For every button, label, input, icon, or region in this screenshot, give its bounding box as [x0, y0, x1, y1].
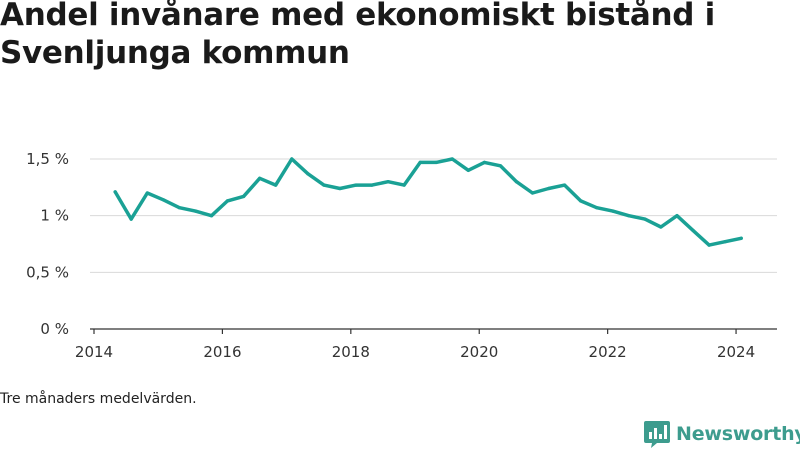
data-point: [306, 172, 310, 176]
data-point: [354, 183, 358, 187]
data-point: [498, 164, 502, 168]
brand-logo[interactable]: Newsworthy: [644, 420, 800, 448]
y-tick-label: 0 %: [40, 320, 69, 338]
data-point: [739, 236, 743, 240]
series-layer: [113, 157, 743, 247]
line-chart: 2014 2016 2018 2020 2022 2024 0 % 0,5 % 1 % 1,5 …: [26, 150, 777, 361]
x-axis: [90, 328, 777, 334]
data-point: [466, 168, 470, 172]
x-tick-label: 2020: [460, 343, 498, 361]
x-tick-label: 2022: [589, 343, 627, 361]
data-point: [258, 176, 262, 180]
data-point: [514, 180, 519, 184]
data-point: [145, 191, 149, 195]
data-point: [370, 183, 374, 187]
data-point: [161, 198, 165, 202]
data-point: [482, 160, 486, 164]
x-tick-label: 2014: [75, 343, 113, 361]
data-point: [627, 214, 631, 218]
data-point: [643, 217, 647, 221]
data-point: [113, 190, 117, 194]
data-point: [707, 243, 711, 247]
data-point: [274, 183, 278, 187]
data-point: [177, 206, 181, 210]
data-point: [563, 183, 567, 187]
data-point: [209, 214, 214, 218]
series-line: [113, 157, 743, 247]
data-point: [723, 240, 727, 244]
newsworthy-logo-icon: [644, 421, 670, 448]
x-tick-label: 2018: [332, 343, 370, 361]
data-point: [691, 228, 695, 232]
x-tick-labels: 2014 2016 2018 2020 2022 2024: [75, 343, 755, 361]
data-point: [402, 183, 406, 187]
data-point: [193, 209, 197, 213]
data-point: [290, 157, 294, 161]
data-point: [386, 180, 390, 184]
data-point: [225, 199, 230, 203]
y-tick-labels: 0 % 0,5 % 1 % 1,5 %: [26, 150, 69, 338]
data-point: [450, 157, 454, 161]
x-tick-label: 2016: [203, 343, 241, 361]
grid-lines: [90, 158, 777, 273]
brand-name: Newsworthy: [676, 423, 800, 445]
data-point: [547, 186, 551, 191]
data-point: [322, 183, 326, 187]
data-point: [530, 191, 535, 195]
data-point: [579, 199, 583, 203]
data-point: [595, 206, 599, 210]
data-point: [338, 186, 342, 191]
data-point: [418, 160, 422, 164]
data-point: [434, 160, 438, 164]
y-tick-label: 1 %: [40, 207, 69, 225]
chart-title: Andel invånare med ekonomiskt bistånd i …: [0, 0, 715, 71]
data-point: [611, 209, 615, 213]
data-point: [659, 225, 663, 229]
data-point: [242, 194, 246, 198]
y-tick-label: 0,5 %: [26, 263, 69, 281]
footnote: Tre månaders medelvärden.: [0, 391, 197, 407]
y-tick-label: 1,5 %: [26, 150, 69, 168]
data-point: [675, 214, 679, 218]
x-tick-label: 2024: [717, 343, 755, 361]
data-point: [129, 217, 133, 221]
